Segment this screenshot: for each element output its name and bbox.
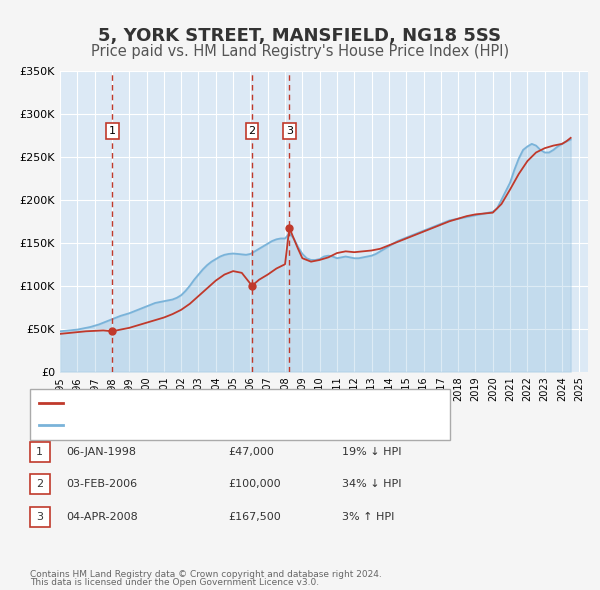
Text: 04-APR-2008: 04-APR-2008 [66,512,138,522]
Text: 06-JAN-1998: 06-JAN-1998 [66,447,136,457]
Text: £100,000: £100,000 [228,480,281,489]
Text: Price paid vs. HM Land Registry's House Price Index (HPI): Price paid vs. HM Land Registry's House … [91,44,509,59]
Text: £167,500: £167,500 [228,512,281,522]
Text: 3: 3 [286,126,293,136]
Text: 03-FEB-2006: 03-FEB-2006 [66,480,137,489]
Text: 5, YORK STREET, MANSFIELD, NG18 5SS: 5, YORK STREET, MANSFIELD, NG18 5SS [98,27,502,45]
Text: 1: 1 [36,447,43,457]
Text: 34% ↓ HPI: 34% ↓ HPI [342,480,401,489]
Text: 2: 2 [248,126,256,136]
Text: Contains HM Land Registry data © Crown copyright and database right 2024.: Contains HM Land Registry data © Crown c… [30,570,382,579]
Text: This data is licensed under the Open Government Licence v3.0.: This data is licensed under the Open Gov… [30,578,319,587]
Text: 3: 3 [36,512,43,522]
Text: £47,000: £47,000 [228,447,274,457]
Text: 2: 2 [36,480,43,489]
Text: HPI: Average price, detached house, Mansfield: HPI: Average price, detached house, Mans… [69,420,312,430]
Text: 3% ↑ HPI: 3% ↑ HPI [342,512,394,522]
Text: 5, YORK STREET, MANSFIELD, NG18 5SS (detached house): 5, YORK STREET, MANSFIELD, NG18 5SS (det… [69,398,373,408]
Text: 1: 1 [109,126,116,136]
Text: 19% ↓ HPI: 19% ↓ HPI [342,447,401,457]
